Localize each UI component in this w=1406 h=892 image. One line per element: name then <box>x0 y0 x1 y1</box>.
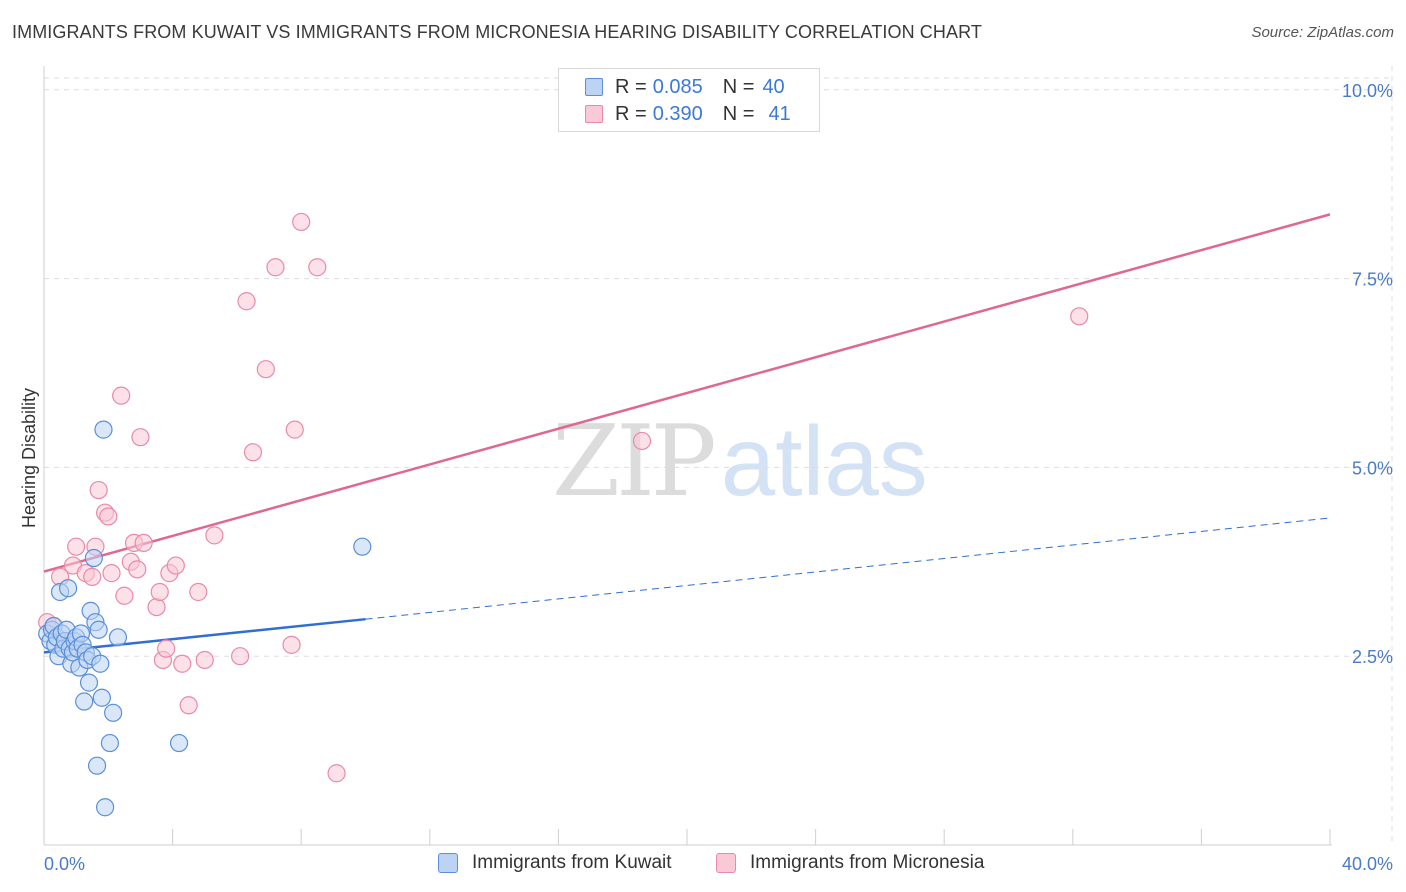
micronesia-point <box>128 560 147 579</box>
kuwait-point <box>95 798 115 817</box>
trend-lines <box>43 213 1331 654</box>
micronesia-point <box>83 567 102 586</box>
kuwait-point <box>87 756 107 775</box>
kuwait-point <box>100 733 120 753</box>
y-tick-label: 5.0% <box>1352 458 1393 478</box>
r-label: R = <box>615 75 647 98</box>
micronesia-point <box>282 635 301 654</box>
micronesia-point <box>157 639 176 658</box>
micronesia-point <box>112 386 131 405</box>
micronesia-point <box>173 654 192 673</box>
legend-label: Immigrants from Micronesia <box>750 852 985 873</box>
axes <box>43 66 1332 846</box>
micronesia-point <box>131 428 150 447</box>
micronesia-point <box>205 526 224 545</box>
n-label: N = <box>722 102 755 125</box>
micronesia-swatch <box>585 105 603 123</box>
legend-item-micronesia[interactable]: Immigrants from Micronesia <box>716 852 984 874</box>
micronesia-point <box>99 507 118 526</box>
kuwait-point <box>59 579 78 598</box>
kuwait-point <box>75 692 94 711</box>
micronesia-point <box>285 420 304 439</box>
r-label: R = <box>615 102 647 125</box>
kuwait-point <box>79 673 99 692</box>
micronesia-point <box>189 582 208 602</box>
n-value: 41 <box>768 102 791 125</box>
legend-row-micronesia: R = 0.390 N = 41 <box>585 102 791 126</box>
kuwait-point <box>84 548 103 568</box>
source-credit: Source: ZipAtlas.com <box>1251 24 1394 41</box>
micronesia-swatch <box>716 853 736 873</box>
kuwait-point <box>353 537 372 556</box>
n-value: 40 <box>762 75 785 98</box>
micronesia-trend-line <box>43 213 1331 573</box>
kuwait-point <box>169 733 189 753</box>
micronesia-point <box>67 537 86 556</box>
x-tick-label-min: 0.0% <box>44 854 85 874</box>
micronesia-point <box>150 582 169 602</box>
x-tick-label-max: 40.0% <box>1342 854 1393 874</box>
kuwait-point <box>89 620 108 639</box>
kuwait-swatch <box>438 853 458 873</box>
micronesia-point <box>179 696 198 715</box>
micronesia-point <box>134 533 153 553</box>
micronesia-point <box>327 764 346 783</box>
stats-legend: R = 0.085 N = 40 R = 0.390 N = 41 <box>558 68 820 132</box>
micronesia-point <box>632 431 652 451</box>
r-value: 0.390 <box>652 102 703 125</box>
data-points <box>38 212 1089 817</box>
legend-item-kuwait[interactable]: Immigrants from Kuwait <box>438 852 672 874</box>
micronesia-point <box>147 597 166 617</box>
micronesia-point <box>243 443 263 462</box>
micronesia-point <box>115 586 134 605</box>
tick-labels: 2.5% 5.0% 7.5% 10.0% 0.0% 40.0% <box>44 81 1393 874</box>
micronesia-point <box>102 564 121 583</box>
kuwait-trend-line <box>43 617 366 654</box>
legend-label: Immigrants from Kuwait <box>472 852 672 873</box>
series-legend: Immigrants from Kuwait Immigrants from M… <box>0 850 1406 878</box>
micronesia-point <box>308 258 327 277</box>
y-tick-label: 2.5% <box>1352 647 1393 667</box>
kuwait-swatch <box>585 78 603 96</box>
kuwait-trend-extension <box>365 517 1331 620</box>
micronesia-point <box>256 360 275 379</box>
micronesia-point <box>166 556 185 575</box>
kuwait-point <box>92 688 111 707</box>
kuwait-point <box>108 628 128 647</box>
kuwait-point <box>91 654 110 673</box>
micronesia-point <box>89 480 108 500</box>
y-axis-label: Hearing Disability <box>19 388 39 528</box>
micronesia-point <box>292 212 311 232</box>
micronesia-point <box>266 258 285 277</box>
y-tick-label: 10.0% <box>1342 81 1393 101</box>
micronesia-point <box>237 292 256 311</box>
micronesia-point <box>231 647 250 666</box>
n-label: N = <box>722 75 755 98</box>
chart-title: IMMIGRANTS FROM KUWAIT VS IMMIGRANTS FRO… <box>12 22 982 42</box>
legend-row-kuwait: R = 0.085 N = 40 <box>585 75 785 99</box>
y-tick-label: 7.5% <box>1352 270 1393 290</box>
r-value: 0.085 <box>652 75 703 98</box>
micronesia-point <box>1070 307 1089 326</box>
micronesia-point <box>195 650 214 670</box>
kuwait-point <box>104 703 123 722</box>
kuwait-point <box>94 420 113 439</box>
